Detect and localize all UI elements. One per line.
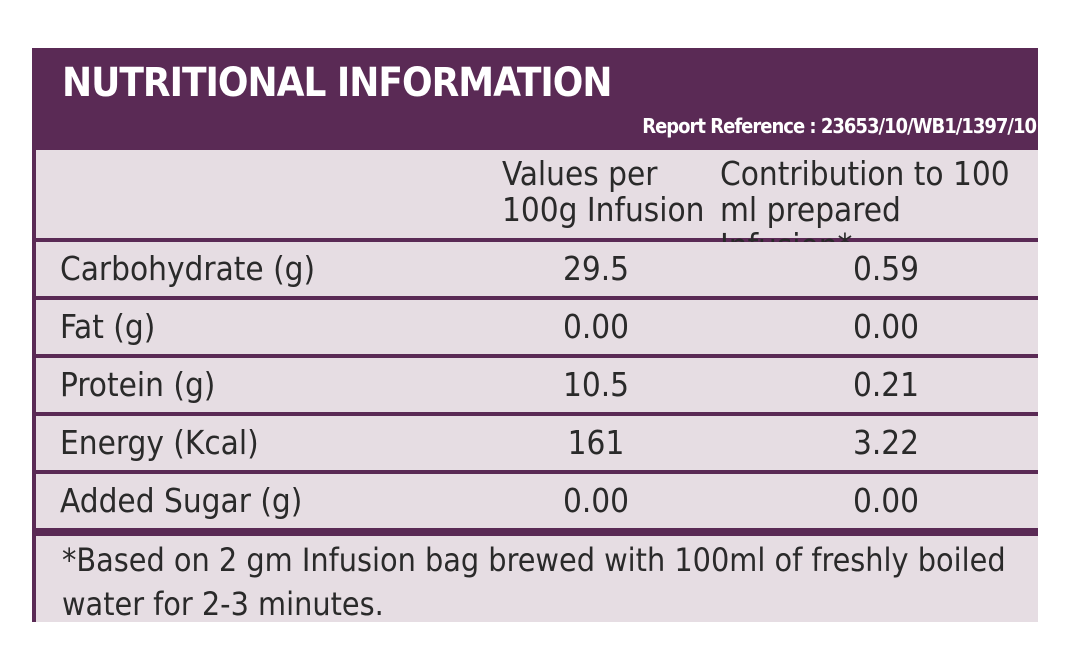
table-row: Fat (g) 0.00 0.00 xyxy=(36,300,1038,354)
value-per-100ml: 0.59 xyxy=(852,249,920,288)
value-per-100g: 10.5 xyxy=(562,365,630,404)
value-per-100ml: 0.00 xyxy=(852,307,920,346)
table-row: Energy (Kcal) 161 3.22 xyxy=(36,416,1038,470)
value-per-100ml: 3.22 xyxy=(852,423,920,462)
value-per-100ml: 0.00 xyxy=(852,481,920,520)
nutrient-name: Added Sugar (g) xyxy=(60,481,303,520)
footnote: *Based on 2 gm Infusion bag brewed with … xyxy=(36,536,1038,622)
title: NUTRITIONAL INFORMATION xyxy=(62,60,612,106)
value-per-100g: 161 xyxy=(567,423,625,462)
value-per-100g: 29.5 xyxy=(562,249,630,288)
nutrient-name: Protein (g) xyxy=(60,365,216,404)
report-reference: Report Reference : 23653/10/WB1/1397/10 xyxy=(642,114,1037,138)
value-per-100ml: 0.21 xyxy=(852,365,920,404)
nutrient-name: Fat (g) xyxy=(60,307,156,346)
nutrient-name: Energy (Kcal) xyxy=(60,423,259,462)
header-row: Values per 100g Infusion Contribution to… xyxy=(36,150,1038,264)
label-panel: NUTRITIONAL INFORMATION Report Reference… xyxy=(32,48,1038,622)
nutrition-table: Values per 100g Infusion Contribution to… xyxy=(36,150,1038,622)
nutrient-name: Carbohydrate (g) xyxy=(60,249,316,288)
column-header: Values per 100g Infusion xyxy=(502,154,705,229)
table-row: Carbohydrate (g) 29.5 0.59 xyxy=(36,242,1038,296)
value-per-100g: 0.00 xyxy=(562,481,630,520)
value-per-100g: 0.00 xyxy=(562,307,630,346)
table-row: Protein (g) 10.5 0.21 xyxy=(36,358,1038,412)
table-row: Added Sugar (g) 0.00 0.00 xyxy=(36,474,1038,528)
